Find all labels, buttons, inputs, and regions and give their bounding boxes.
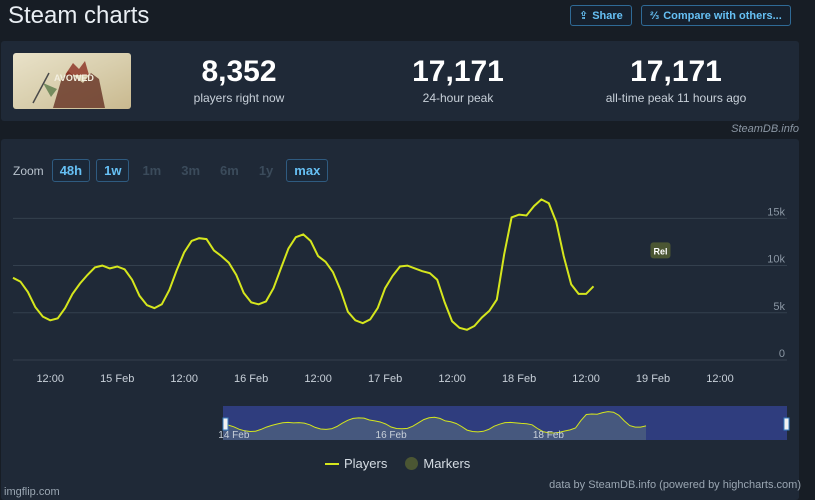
- zoom-1w-button[interactable]: 1w: [96, 159, 130, 182]
- peak-24h-value: 17,171: [412, 55, 504, 88]
- compare-icon: ⅔: [650, 9, 660, 22]
- stat-current: 8,352 players right now: [159, 55, 319, 106]
- page-title: Steam charts: [8, 2, 150, 29]
- imgflip-watermark: imgflip.com: [4, 486, 60, 498]
- alltime-peak-value: 17,171: [630, 55, 722, 88]
- chart-panel: [1, 139, 799, 500]
- markers-legend-swatch: [405, 457, 419, 470]
- zoom-max-button[interactable]: max: [286, 159, 329, 182]
- share-icon: ⇪: [579, 10, 589, 22]
- share-label: Share: [592, 9, 623, 22]
- zoom-3m-button[interactable]: 3m: [181, 163, 201, 178]
- stats-panel: AVOWED 8,352 players right now 17,171 24…: [1, 41, 799, 121]
- game-logo-text: AVOWED: [54, 73, 94, 83]
- data-credit[interactable]: data by SteamDB.info (powered by highcha…: [549, 479, 801, 491]
- steamdb-credit-link[interactable]: SteamDB.info: [731, 123, 799, 135]
- players-legend-swatch: [325, 462, 339, 465]
- zoom-6m-button[interactable]: 6m: [220, 163, 239, 178]
- share-button[interactable]: ⇪ Share: [570, 5, 632, 26]
- peak-24h-label: 24-hour peak: [422, 91, 494, 105]
- stat-alltime-peak: 17,171 all-time peak 11 hours ago: [586, 55, 766, 106]
- compare-button[interactable]: ⅔ Compare with others...: [641, 5, 791, 26]
- stat-24h-peak: 17,171 24-hour peak: [378, 55, 538, 106]
- zoom-1m-button[interactable]: 1m: [142, 163, 162, 178]
- zoom-label: Zoom: [13, 163, 44, 178]
- legend-players[interactable]: Players: [344, 456, 388, 471]
- compare-label: Compare with others...: [663, 9, 782, 22]
- game-thumbnail[interactable]: AVOWED: [13, 53, 131, 109]
- legend-markers[interactable]: Markers: [423, 456, 471, 471]
- zoom-controls: Zoom 48h 1w 1m 3m 6m 1y max: [13, 159, 329, 182]
- current-players-label: players right now: [193, 91, 285, 105]
- chart-legend: Players Markers: [325, 456, 470, 471]
- current-players-value: 8,352: [201, 55, 277, 88]
- alltime-peak-label: all-time peak 11 hours ago: [605, 91, 747, 105]
- zoom-1y-button[interactable]: 1y: [258, 163, 274, 178]
- zoom-48h-button[interactable]: 48h: [51, 159, 91, 182]
